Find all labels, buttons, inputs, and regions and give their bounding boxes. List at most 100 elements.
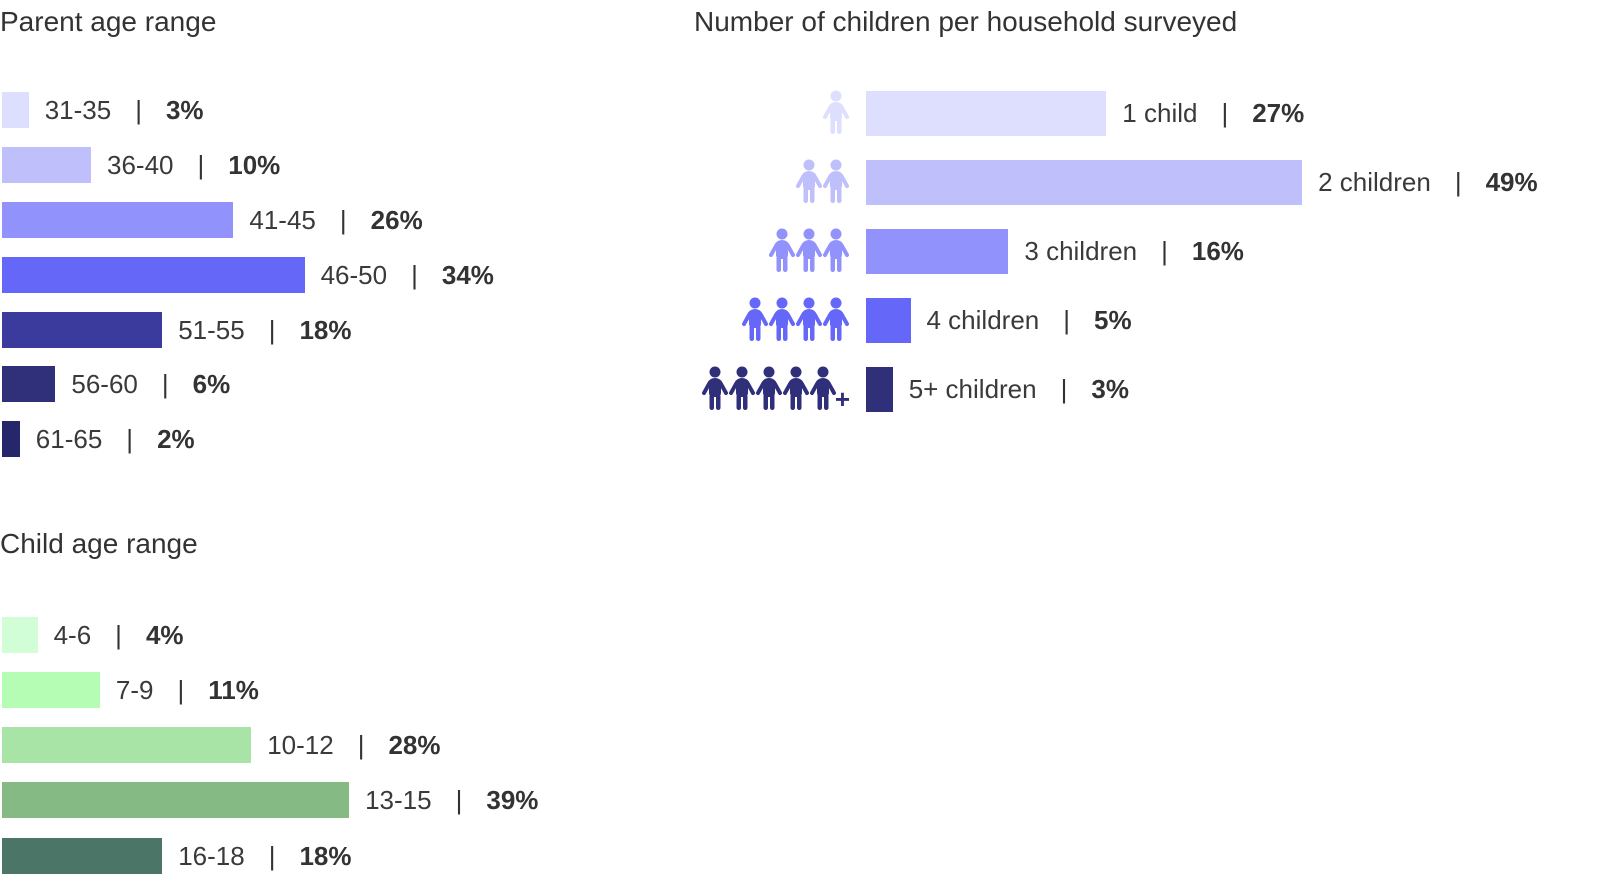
parent-age-row-label: 51-55 | 18% <box>178 314 351 346</box>
category-label: 51-55 <box>178 314 245 345</box>
value-label: 5% <box>1094 304 1132 335</box>
child-figure-icon <box>822 159 850 205</box>
parent-age-bar <box>2 257 305 293</box>
category-label: 10-12 <box>267 729 334 760</box>
value-label: 4% <box>145 619 184 650</box>
value-label: 2% <box>157 423 195 454</box>
separator: | <box>455 784 463 815</box>
child-figure-icon <box>822 90 850 136</box>
value-label: 11% <box>208 674 259 705</box>
separator: | <box>268 314 276 345</box>
separator: | <box>126 423 134 454</box>
parent-age-bar <box>2 421 20 457</box>
separator: | <box>1454 166 1462 197</box>
value-label: 3% <box>1091 373 1129 404</box>
household-row-label: 5+ children | 3% <box>909 373 1129 405</box>
child-figure-icon <box>795 159 823 205</box>
value-label: 49% <box>1485 166 1538 197</box>
child-figure-icon <box>822 297 850 343</box>
parent-age-row-label: 31-35 | 3% <box>45 94 204 126</box>
household-bar <box>866 159 1303 205</box>
value-label: 18% <box>299 314 352 345</box>
category-label: 4 children <box>926 304 1040 335</box>
child-figure-icon <box>795 228 823 274</box>
children-icon-group <box>742 297 850 343</box>
parent-age-row-label: 46-50 | 34% <box>321 259 494 291</box>
value-label: 3% <box>165 94 204 125</box>
household-row-label: 1 child | 27% <box>1122 97 1304 129</box>
household-bar <box>866 366 893 412</box>
category-label: 3 children <box>1024 235 1138 266</box>
category-label: 1 child <box>1122 97 1198 128</box>
child-age-bar <box>2 838 163 874</box>
value-label: 18% <box>299 840 352 871</box>
child-age-row-label: 7-9 | 11% <box>116 674 259 706</box>
category-label: 36-40 <box>107 149 174 180</box>
parent-age-bar <box>2 147 91 183</box>
household-bar <box>866 297 911 343</box>
value-label: 16% <box>1191 235 1244 266</box>
separator: | <box>339 204 347 235</box>
value-label: 27% <box>1252 97 1305 128</box>
child-figure-icon <box>755 366 783 412</box>
child-figure-icon <box>701 366 729 412</box>
child-figure-icon <box>795 297 823 343</box>
parent-age-row-label: 61-65 | 2% <box>36 423 195 455</box>
child-age-bar <box>2 782 350 818</box>
household-row-label: 4 children | 5% <box>927 304 1132 336</box>
child-figure-icon <box>768 228 796 274</box>
plus-icon: + <box>834 384 850 414</box>
children-per-household-title: Number of children per household surveye… <box>694 6 1238 37</box>
separator: | <box>161 368 169 399</box>
child-figure-icon <box>728 366 756 412</box>
parent-age-row-label: 56-60 | 6% <box>71 368 230 400</box>
child-age-row-label: 10-12 | 28% <box>267 729 440 761</box>
separator: | <box>135 94 142 125</box>
children-icon-group <box>796 159 850 205</box>
child-age-row-label: 4-6 | 4% <box>54 619 184 651</box>
value-label: 26% <box>370 204 423 235</box>
category-label: 41-45 <box>249 204 316 235</box>
category-label: 46-50 <box>320 259 388 290</box>
separator: | <box>1221 97 1229 128</box>
parent-age-bar <box>2 92 29 128</box>
household-row-label: 3 children | 16% <box>1024 235 1244 267</box>
children-icon-group <box>823 90 850 136</box>
parent-age-row-label: 41-45 | 26% <box>249 204 422 236</box>
parent-age-bar <box>2 312 163 348</box>
child-figure-icon <box>741 297 769 343</box>
separator: | <box>177 674 185 705</box>
value-label: 10% <box>228 149 281 180</box>
category-label: 2 children <box>1318 166 1431 197</box>
separator: | <box>1161 235 1168 266</box>
separator: | <box>1063 304 1070 335</box>
child-age-bar <box>2 727 252 763</box>
separator: | <box>268 840 276 871</box>
category-label: 4-6 <box>53 619 92 650</box>
child-age-row-label: 13-15 | 39% <box>365 784 538 816</box>
parent-age-title: Parent age range <box>0 6 217 37</box>
category-label: 56-60 <box>71 368 138 399</box>
category-label: 16-18 <box>178 840 245 871</box>
child-age-row-label: 16-18 | 18% <box>178 840 351 872</box>
value-label: 6% <box>192 368 231 399</box>
child-figure-icon <box>782 366 810 412</box>
value-label: 39% <box>486 784 539 815</box>
parent-age-bar <box>2 202 234 238</box>
category-label: 13-15 <box>365 784 432 815</box>
value-label: 34% <box>441 259 494 290</box>
child-figure-icon <box>768 297 796 343</box>
household-bar <box>866 228 1009 274</box>
child-age-title: Child age range <box>0 528 198 559</box>
child-age-bar <box>2 617 38 653</box>
category-label: 7-9 <box>115 674 154 705</box>
child-figure-icon <box>809 366 837 412</box>
category-label: 61-65 <box>35 423 103 454</box>
separator: | <box>411 259 418 290</box>
separator: | <box>197 149 205 180</box>
parent-age-bar <box>2 366 56 402</box>
category-label: 5+ children <box>908 373 1037 404</box>
category-label: 31-35 <box>44 94 112 125</box>
parent-age-row-label: 36-40 | 10% <box>107 149 280 181</box>
household-row-label: 2 children | 49% <box>1318 166 1538 198</box>
